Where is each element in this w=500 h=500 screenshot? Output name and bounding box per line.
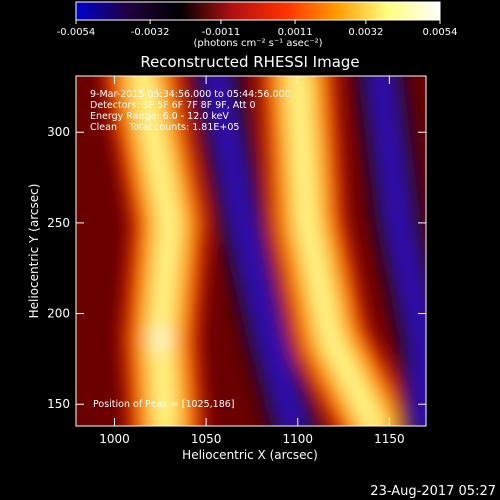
x-tick-label: 1000 — [99, 432, 130, 446]
bright-band — [290, 76, 382, 426]
colorbar — [75, 1, 441, 21]
y-tick-label: 200 — [47, 307, 70, 321]
axis-ticks: 1000 1050 1100 1150 150 200 250 300 — [47, 76, 426, 446]
x-tick-label: 1050 — [191, 432, 222, 446]
colorbar-tick-label: -0.0032 — [131, 27, 170, 38]
heatmap — [103, 76, 426, 426]
plot-frame — [75, 75, 427, 427]
y-tick-label: 150 — [47, 397, 70, 411]
annotation-energy-range: Energy Range: 6.0 - 12.0 keV — [90, 111, 229, 122]
colorbar-ticks: -0.0054 -0.0032 -0.0011 0.0011 0.0032 0.0054 — [57, 20, 458, 38]
colorbar-tick-label: -0.0054 — [57, 27, 96, 38]
colorbar-tick-label: 0.0054 — [423, 27, 458, 38]
chart-title: Reconstructed RHESSI Image — [140, 53, 359, 71]
footer-date: 23-Aug-2017 05:27 — [370, 484, 496, 499]
y-tick-label: 300 — [47, 125, 70, 139]
colorbar-label: (photons cm⁻² s⁻¹ asec⁻²) — [193, 38, 322, 49]
dark-band — [373, 76, 426, 426]
dark-band — [208, 76, 302, 426]
x-tick-label: 1100 — [282, 432, 313, 446]
annotation-detectors: Detectors: 3F 5F 6F 7F 8F 9F, Att 0 — [90, 100, 256, 111]
x-tick-label: 1150 — [374, 432, 405, 446]
bright-band — [135, 76, 177, 426]
colorbar-tick-label: 0.0032 — [348, 27, 383, 38]
y-tick-label: 250 — [47, 216, 70, 230]
y-axis-label: Heliocentric Y (arcsec) — [27, 184, 41, 319]
annotation-clean-counts: Clean Total counts: 1.81E+05 — [90, 122, 239, 133]
annotation-peak-position: Position of Peak = [1025,186] — [93, 399, 234, 410]
colorbar-tick-label: 0.0011 — [278, 27, 313, 38]
x-axis-label: Heliocentric X (arcsec) — [182, 448, 318, 462]
colorbar-tick-label: -0.0011 — [202, 27, 241, 38]
peak-spot — [150, 328, 171, 349]
annotation-time-range: 9-Mar-2015 05:34:56.000 to 05:44:56.000 — [90, 89, 291, 100]
